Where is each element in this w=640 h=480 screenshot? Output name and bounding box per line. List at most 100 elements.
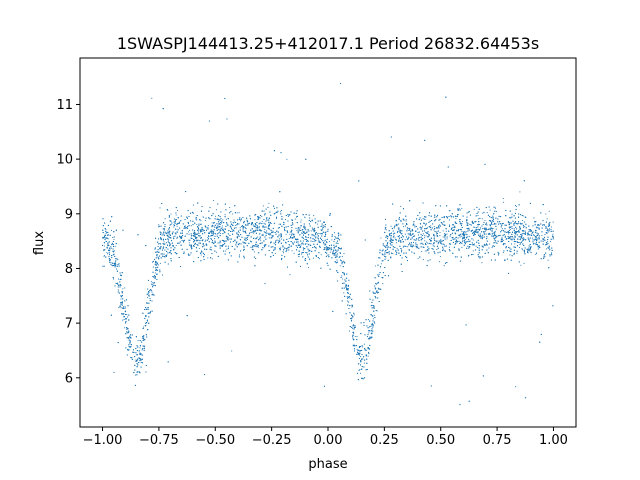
data-point xyxy=(262,205,264,207)
data-point xyxy=(475,245,477,247)
data-point xyxy=(465,233,467,235)
data-point xyxy=(352,324,354,326)
data-point xyxy=(409,228,411,230)
data-point xyxy=(420,236,423,238)
data-point xyxy=(103,255,106,257)
data-point xyxy=(495,242,497,244)
data-point xyxy=(436,241,438,243)
data-point xyxy=(420,243,422,245)
data-point xyxy=(472,239,474,241)
data-point xyxy=(541,234,543,236)
data-point xyxy=(370,325,372,327)
data-point xyxy=(229,206,231,208)
data-point xyxy=(114,250,116,252)
data-point xyxy=(192,204,195,206)
data-point xyxy=(343,253,345,255)
data-point xyxy=(511,213,513,215)
data-point xyxy=(159,207,161,209)
data-point xyxy=(352,328,354,330)
data-point xyxy=(134,374,136,376)
data-point xyxy=(268,237,270,239)
data-point xyxy=(323,249,325,251)
data-point xyxy=(446,238,448,240)
data-point xyxy=(204,219,206,221)
data-point xyxy=(547,246,549,248)
data-point xyxy=(190,225,192,227)
data-point xyxy=(300,219,302,221)
data-point xyxy=(207,225,209,227)
data-point xyxy=(294,218,296,220)
data-point xyxy=(514,243,516,245)
data-point xyxy=(315,237,317,239)
data-point xyxy=(483,233,486,235)
data-point xyxy=(460,235,462,237)
data-point xyxy=(265,232,267,234)
data-point xyxy=(469,235,471,237)
data-point xyxy=(439,261,441,263)
data-point xyxy=(421,225,424,227)
data-point xyxy=(492,245,494,247)
data-point xyxy=(305,229,307,231)
data-point xyxy=(257,236,259,238)
data-point xyxy=(261,230,263,232)
data-point xyxy=(341,275,343,277)
data-point xyxy=(263,222,265,224)
data-point xyxy=(339,265,341,267)
data-point xyxy=(416,244,418,246)
data-point xyxy=(137,340,139,342)
data-point xyxy=(274,252,276,254)
data-point xyxy=(214,215,217,217)
data-point xyxy=(124,305,126,308)
data-point xyxy=(400,221,402,223)
data-point xyxy=(510,217,512,219)
data-point xyxy=(551,254,553,256)
data-point xyxy=(331,239,333,241)
data-point xyxy=(138,353,140,355)
data-point xyxy=(424,250,426,252)
data-point xyxy=(120,307,122,309)
data-point xyxy=(367,355,369,357)
data-point xyxy=(317,223,319,225)
data-point xyxy=(413,235,415,237)
data-point xyxy=(324,239,326,241)
data-point xyxy=(246,237,249,239)
data-point xyxy=(221,227,223,229)
data-point xyxy=(448,249,450,251)
data-point xyxy=(110,246,112,248)
data-point xyxy=(360,356,362,358)
data-point xyxy=(374,322,376,324)
data-point xyxy=(507,233,510,235)
data-point xyxy=(234,224,236,226)
data-point xyxy=(280,238,283,240)
data-point xyxy=(220,232,222,234)
data-point xyxy=(467,245,469,247)
data-point xyxy=(239,220,242,222)
data-point xyxy=(159,262,161,264)
data-point xyxy=(336,250,338,252)
data-point xyxy=(260,239,262,241)
data-point xyxy=(461,207,463,209)
data-point xyxy=(363,343,365,345)
data-point xyxy=(304,251,306,254)
data-point xyxy=(522,236,524,239)
data-point xyxy=(384,228,386,230)
data-point xyxy=(261,234,263,236)
data-point xyxy=(477,215,479,217)
data-point xyxy=(392,253,394,255)
data-point xyxy=(264,228,266,231)
data-point xyxy=(326,241,328,243)
data-point xyxy=(200,220,202,222)
data-point xyxy=(424,237,426,239)
data-point xyxy=(422,218,424,220)
data-point xyxy=(404,233,406,235)
data-point xyxy=(494,238,496,240)
data-point xyxy=(104,233,106,235)
data-point xyxy=(237,237,239,239)
data-point xyxy=(402,226,405,228)
data-point xyxy=(289,274,291,276)
data-point xyxy=(546,218,548,220)
data-point xyxy=(152,261,154,263)
data-point xyxy=(482,224,484,226)
data-point xyxy=(396,248,398,250)
data-point xyxy=(390,256,392,258)
